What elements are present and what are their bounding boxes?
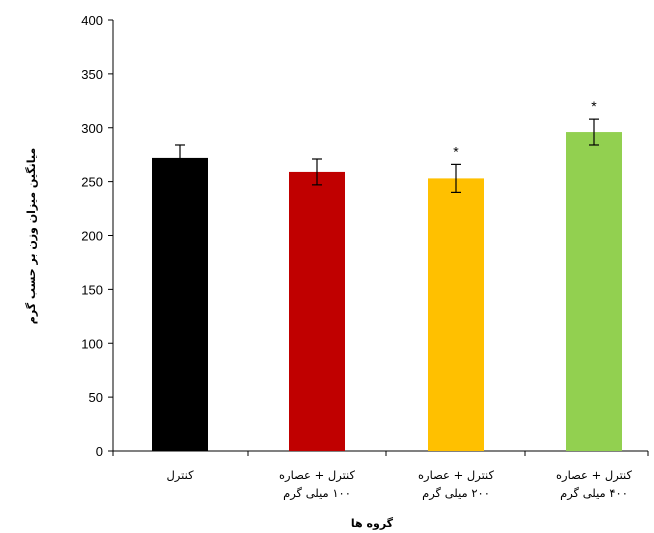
y-tick-label: 250 (81, 175, 103, 190)
significance-star: * (453, 143, 459, 159)
category-label: ۱۰۰ میلی گرم (283, 486, 351, 501)
category-label: ۲۰۰ میلی گرم (422, 486, 490, 501)
y-tick-label: 350 (81, 67, 103, 82)
category-label: کنترل + عصاره (556, 468, 633, 483)
y-tick-label: 200 (81, 229, 103, 244)
y-tick-label: 300 (81, 121, 103, 136)
y-tick-label: 400 (81, 13, 103, 28)
bar (566, 132, 622, 451)
bar (289, 171, 345, 452)
bars (152, 132, 622, 452)
y-tick-label: 50 (89, 390, 103, 405)
y-tick-label: 0 (96, 444, 103, 459)
significance-markers: ** (453, 98, 597, 159)
y-axis: 0 50 100 150 200 250 300 350 400 (81, 13, 114, 459)
bar (152, 157, 208, 452)
category-label: کنترل (166, 468, 194, 483)
category-label: کنترل + عصاره (279, 468, 356, 483)
category-label: ۴۰۰ میلی گرم (560, 486, 628, 501)
category-label: کنترل + عصاره (418, 468, 495, 483)
significance-star: * (591, 98, 597, 114)
category-labels: کنترل کنترل + عصاره ۱۰۰ میلی گرم کنترل + عص… (166, 468, 632, 501)
y-tick-label: 100 (81, 336, 103, 351)
y-axis-title: میانگین میزان وزن بر حسب گرم (25, 148, 38, 324)
x-axis (112, 450, 649, 456)
y-tick-label: 150 (81, 282, 103, 297)
bar (428, 178, 484, 451)
error-bars (175, 118, 599, 193)
x-axis-title: گروه ها (351, 517, 394, 530)
